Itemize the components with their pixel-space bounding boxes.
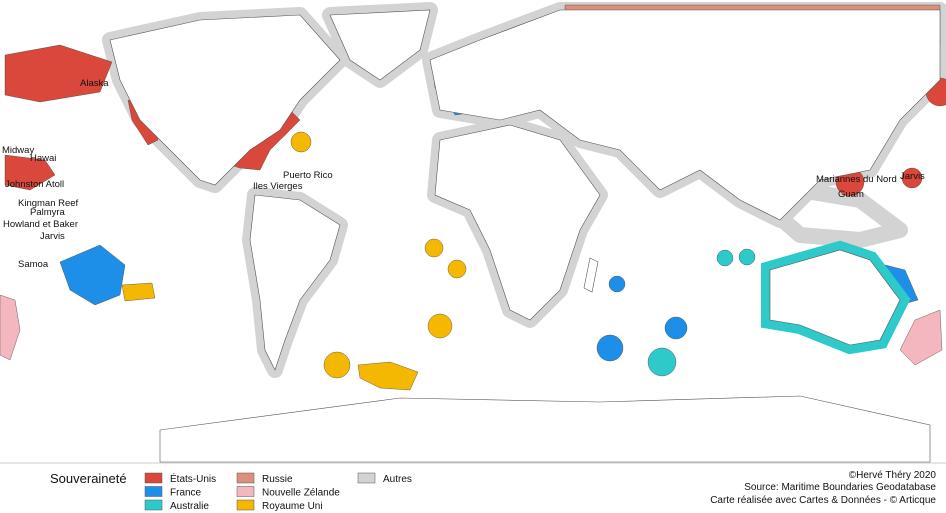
place-label: Johnston Atoll [5, 179, 64, 190]
zone-ste-helene [447, 259, 467, 279]
legend-swatch [144, 472, 163, 484]
place-label: Kingman Reef [18, 198, 79, 209]
zone-ascension [424, 238, 444, 258]
credit: ©Hervé Théry 2020 [849, 470, 937, 481]
legend-swatch [236, 499, 255, 511]
place-label: Jarvis [900, 171, 925, 182]
place-label: Puerto Rico [283, 170, 333, 181]
zone-nz [899, 309, 943, 366]
zone-kerguelen [596, 334, 624, 362]
place-label: Palmyra [30, 207, 66, 218]
australia [769, 249, 901, 346]
legend-title: Souveraineté [50, 471, 127, 486]
land [109, 9, 941, 463]
place-label: Howland et Baker [3, 219, 78, 230]
zone-cocos [716, 249, 734, 267]
zone-jarvis [901, 167, 923, 189]
place-label: Alaska [80, 78, 109, 89]
place-label: Guam [838, 189, 864, 200]
place-label: Mariannes du Nord [816, 174, 897, 185]
legend-label: Nouvelle Zélande [262, 488, 340, 499]
legend-swatch [236, 486, 255, 497]
legend-label: Russie [262, 474, 293, 485]
africa [434, 124, 601, 321]
eurasia [429, 9, 941, 221]
zone-pitcairn [121, 282, 156, 302]
zone-nz-west [0, 294, 21, 361]
legend: États-Unis France Australie Russie Nouvelle … [144, 472, 412, 512]
place-label: Jarvis [40, 231, 65, 242]
zone-polynesie [59, 244, 126, 306]
credit: Carte réalisée avec Cartes & Données - ©… [710, 495, 936, 506]
zone-christmas [738, 248, 756, 266]
zone-bermudes [290, 131, 312, 153]
place-label: Iles Vierges [253, 181, 303, 192]
place-label: Hawai [30, 153, 56, 164]
antarctica [159, 395, 931, 463]
legend-swatch [144, 499, 163, 511]
north-america [109, 14, 341, 186]
zone-malouines [323, 351, 351, 379]
legend-label: États-Unis [170, 472, 216, 485]
zone-hawai [4, 154, 56, 191]
zone-heard [647, 347, 677, 377]
south-america [249, 194, 341, 371]
zone-reunion [608, 275, 626, 293]
place-label: Midway [2, 145, 34, 156]
legend-swatch [236, 472, 255, 484]
legend-swatch [144, 486, 163, 497]
greenland [329, 9, 431, 81]
zone-crozet [664, 316, 688, 340]
place-label: Samoa [18, 259, 49, 270]
legend-label: Royaume Uni [262, 501, 323, 512]
zone-georgie [357, 361, 419, 391]
legend-swatch [357, 472, 376, 484]
zone-tristan [427, 313, 453, 339]
legend-label: France [170, 488, 202, 499]
legend-label: Australie [170, 501, 209, 512]
zone-alaska [4, 44, 113, 103]
credit: Source: Maritime Boundaries Geodatabase [744, 482, 936, 493]
legend-label: Autres [383, 474, 412, 485]
madagascar [583, 257, 599, 293]
